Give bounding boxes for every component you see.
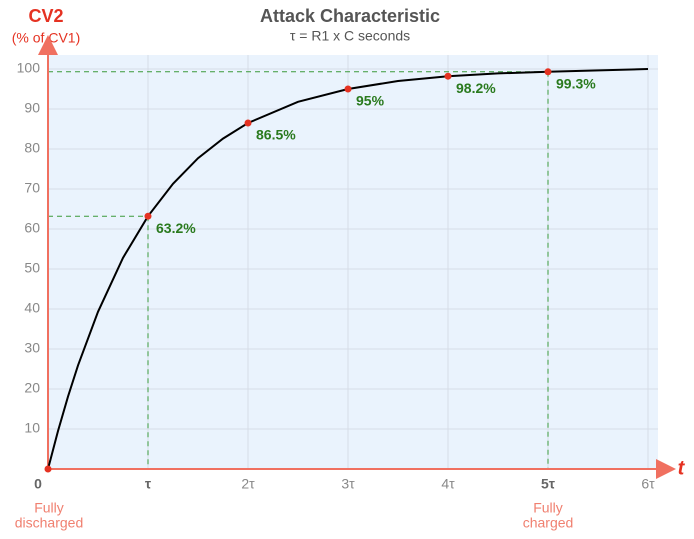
plot-area: [48, 55, 658, 469]
annotation: charged: [523, 515, 574, 531]
y-tick-label: 100: [17, 60, 41, 76]
y-tick-label: 70: [24, 180, 40, 196]
data-point: [544, 68, 552, 76]
annotation: Fully: [533, 500, 563, 516]
chart-title: Attack Characteristic: [260, 6, 440, 26]
x-tick-label: 5τ: [541, 476, 556, 492]
x-axis-label: t: [678, 457, 686, 479]
y-tick-label: 90: [24, 100, 40, 116]
y-tick-label: 50: [24, 260, 40, 276]
data-label: 63.2%: [156, 220, 196, 236]
x-tick-label: 6τ: [641, 476, 655, 492]
annotation: discharged: [15, 515, 84, 531]
data-label: 98.2%: [456, 80, 496, 96]
data-point: [144, 212, 152, 220]
data-point: [444, 72, 452, 80]
y-tick-label: 40: [24, 300, 40, 316]
y-tick-label: 10: [24, 420, 40, 436]
annotation: Fully: [34, 500, 64, 516]
y-tick-label: 30: [24, 340, 40, 356]
y-tick-label: 60: [24, 220, 40, 236]
x-tick-label: 3τ: [341, 476, 355, 492]
x-tick-label: 4τ: [441, 476, 455, 492]
chart-subtitle: τ = R1 x C seconds: [290, 28, 410, 44]
data-label: 86.5%: [256, 127, 296, 143]
data-point: [344, 85, 352, 93]
y-tick-label: 20: [24, 380, 40, 396]
data-label: 95%: [356, 93, 385, 109]
data-label: 99.3%: [556, 76, 596, 92]
y-tick-label: 80: [24, 140, 40, 156]
y-axis-label: CV2: [28, 6, 63, 26]
x-tick-label: τ: [145, 476, 152, 492]
x-tick-label: 2τ: [241, 476, 255, 492]
y-axis-label: (% of CV1): [12, 30, 80, 46]
data-point: [244, 119, 252, 127]
x-tick-label: 0: [34, 476, 42, 492]
data-point: [44, 465, 52, 473]
line-series: [47, 68, 649, 470]
